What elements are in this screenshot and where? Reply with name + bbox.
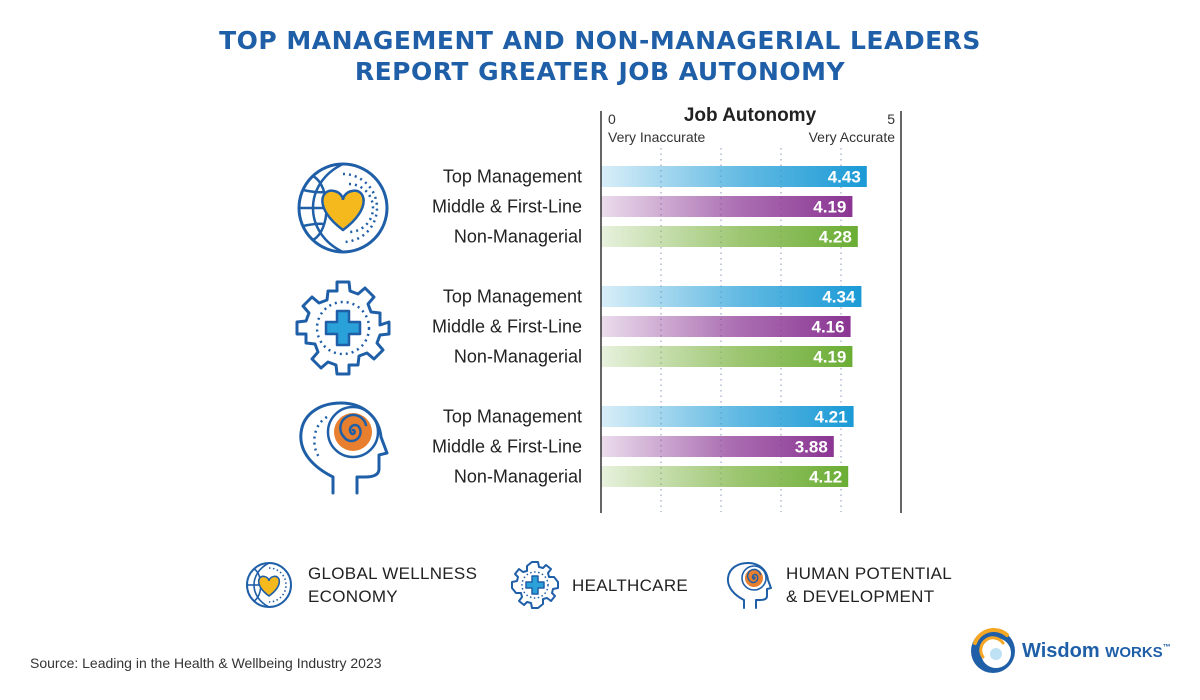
bar-category-label: Middle & First-Line: [432, 317, 582, 337]
bar-group-3-middle-first-line: [601, 436, 834, 457]
axis-min-label: 0: [608, 111, 616, 127]
globe-heart-icon: [246, 562, 292, 608]
axis-left-caption: Very Inaccurate: [608, 129, 705, 145]
axis-right-caption: Very Accurate: [809, 129, 896, 145]
logo-word-wisdom: Wisdom: [1022, 639, 1100, 662]
bar-group-2-non-managerial: [601, 346, 853, 367]
bar-value-label: 3.88: [795, 438, 828, 457]
bar-value-label: 4.43: [828, 168, 861, 187]
bar-group-3-top-management: [601, 406, 854, 427]
bar-group-2-top-management: [601, 286, 862, 307]
legend-label-line-1: GLOBAL WELLNESS: [308, 564, 478, 583]
wisdom-works-logo: Wisdom WORKS™: [968, 626, 1171, 676]
legend-item-healthcare: HEALTHCARE: [510, 560, 688, 610]
swirl-logo-icon: [971, 627, 1015, 673]
bar-value-label: 4.16: [812, 318, 845, 337]
logo-word-works: WORKS: [1105, 643, 1163, 661]
legend-label-line-2: & DEVELOPMENT: [786, 587, 935, 606]
bar-group-1-non-managerial: [601, 226, 858, 247]
bar-category-label: Top Management: [443, 167, 582, 187]
axis-max-label: 5: [887, 111, 895, 127]
bar-category-label: Middle & First-Line: [432, 197, 582, 217]
gear-plus-icon: [511, 561, 559, 609]
legend-item-human-potential: HUMAN POTENTIAL & DEVELOPMENT: [724, 560, 952, 610]
bar-category-label: Middle & First-Line: [432, 437, 582, 457]
chart-title-line-2: REPORT GREATER JOB AUTONOMY: [354, 57, 846, 86]
chart-axis-title: Job Autonomy: [684, 105, 817, 126]
job-autonomy-chart: Job Autonomy 0 5 Very Inaccurate Very Ac…: [295, 105, 902, 513]
bar-category-label: Non-Managerial: [454, 467, 582, 487]
legend-label-line-1: HEALTHCARE: [572, 575, 689, 595]
bar-value-label: 4.21: [815, 408, 848, 427]
bar-value-label: 4.34: [822, 288, 856, 307]
logo-trademark: ™: [1162, 641, 1171, 651]
legend-label-line-2: ECONOMY: [308, 587, 398, 606]
legend-item-global-wellness: GLOBAL WELLNESS ECONOMY: [244, 560, 477, 610]
head-spiral-icon: [299, 401, 389, 495]
bar-group-2-middle-first-line: [601, 316, 851, 337]
bar-group-3-non-managerial: [601, 466, 849, 487]
source-note: Source: Leading in the Health & Wellbein…: [30, 655, 382, 671]
bar-value-label: 4.28: [819, 228, 852, 247]
head-spiral-icon: [726, 562, 772, 609]
legend-label-line-1: HUMAN POTENTIAL: [786, 564, 953, 583]
bar-category-label: Top Management: [443, 287, 582, 307]
bars-layer: 4.43 Top Management 4.19 Middle & First-Lin…: [432, 166, 867, 487]
gear-plus-icon: [295, 280, 391, 376]
bar-group-1-middle-first-line: [601, 196, 853, 217]
globe-heart-icon: [297, 162, 389, 254]
bar-value-label: 4.19: [813, 198, 846, 217]
bar-category-label: Non-Managerial: [454, 227, 582, 247]
bar-category-label: Top Management: [443, 407, 582, 427]
bar-category-label: Non-Managerial: [454, 347, 582, 367]
bar-value-label: 4.12: [809, 468, 842, 487]
chart-title-line-1: TOP MANAGEMENT AND NON-MANAGERIAL LEADER…: [219, 26, 981, 55]
bar-group-1-top-management: [601, 166, 867, 187]
bar-value-label: 4.19: [813, 348, 846, 367]
